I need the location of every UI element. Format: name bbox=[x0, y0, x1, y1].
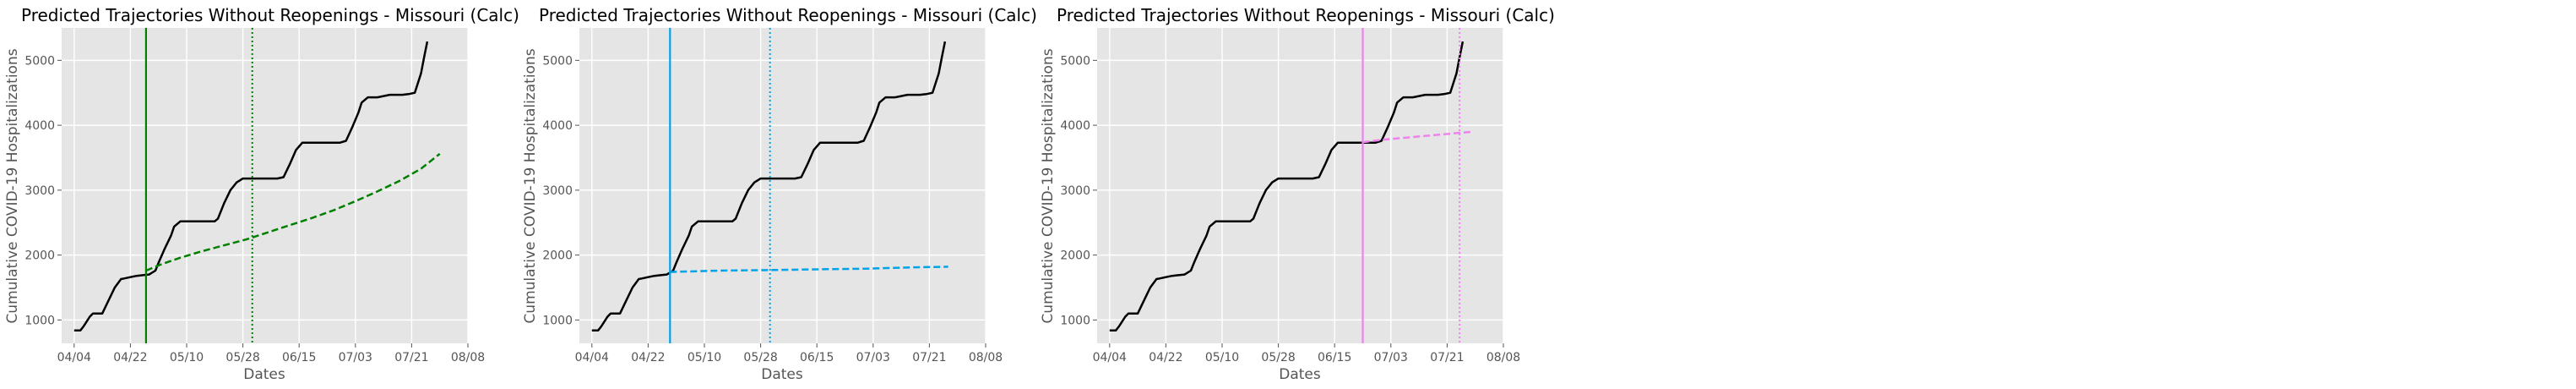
y-tick-label: 1000 bbox=[24, 314, 55, 327]
projection-line bbox=[145, 152, 441, 272]
chart-title: Predicted Trajectories Without Reopening… bbox=[1057, 5, 1555, 25]
y-tick-label: 5000 bbox=[24, 54, 55, 68]
plot-area: 04/04 04/22 05/10 05/28 06/15 07/03 07/21 08/08… bbox=[542, 28, 1003, 364]
y-axis-label: Cumulative COVID-19 Hospitalizations bbox=[1040, 48, 1057, 323]
y-tick-label: 3000 bbox=[1060, 184, 1090, 198]
y-tick-label: 1000 bbox=[542, 314, 573, 327]
x-tick-label: 04/22 bbox=[1149, 351, 1182, 364]
x-tick-label: 04/04 bbox=[575, 351, 609, 364]
x-tick-label: 06/15 bbox=[282, 351, 316, 364]
y-tick-label: 3000 bbox=[542, 184, 573, 198]
chart-panel-3: 04/04 04/22 05/10 05/28 06/15 07/03 07/21 08/08… bbox=[1040, 5, 1555, 383]
y-axis-label: Cumulative COVID-19 Hospitalizations bbox=[4, 48, 21, 323]
x-tick-label: 07/03 bbox=[1374, 351, 1408, 364]
y-tick-label: 4000 bbox=[542, 119, 573, 133]
observed-line bbox=[1109, 41, 1465, 331]
x-tick-label: 04/04 bbox=[57, 351, 91, 364]
projection-line bbox=[670, 266, 948, 273]
plot-background bbox=[579, 28, 986, 343]
x-tick-label: 05/28 bbox=[743, 351, 777, 364]
x-tick-label: 08/08 bbox=[969, 351, 1003, 364]
y-tick-label: 3000 bbox=[24, 184, 55, 198]
observed-line bbox=[73, 41, 429, 331]
x-tick-label: 07/21 bbox=[1430, 351, 1464, 364]
y-tick-label: 2000 bbox=[542, 249, 573, 263]
chart-title: Predicted Trajectories Without Reopening… bbox=[21, 5, 519, 25]
plot-background bbox=[1097, 28, 1503, 343]
x-tick-label: 04/22 bbox=[113, 351, 147, 364]
x-axis-label: Dates bbox=[1279, 366, 1321, 383]
x-tick-label: 04/22 bbox=[631, 351, 665, 364]
x-tick-label: 05/28 bbox=[226, 351, 259, 364]
x-tick-label: 05/10 bbox=[170, 351, 204, 364]
plot-area: 04/04 04/22 05/10 05/28 06/15 07/03 07/21 08/08… bbox=[1060, 28, 1520, 364]
x-tick-label: 07/21 bbox=[394, 351, 428, 364]
y-tick-label: 2000 bbox=[1060, 249, 1090, 263]
plot-area: 04/04 04/22 05/10 05/28 06/15 07/03 07/21 08/08… bbox=[24, 28, 485, 364]
x-axis-label: Dates bbox=[243, 366, 285, 383]
x-tick-label: 07/03 bbox=[856, 351, 890, 364]
observed-line bbox=[591, 41, 947, 331]
x-axis-label: Dates bbox=[761, 366, 803, 383]
chart-panel-2: 04/04 04/22 05/10 05/28 06/15 07/03 07/21 08/08… bbox=[522, 5, 1037, 383]
y-tick-label: 5000 bbox=[542, 54, 573, 68]
x-tick-label: 07/21 bbox=[912, 351, 946, 364]
chart-title: Predicted Trajectories Without Reopening… bbox=[539, 5, 1037, 25]
y-axis-label: Cumulative COVID-19 Hospitalizations bbox=[522, 48, 539, 323]
projection-line bbox=[1362, 130, 1473, 144]
y-tick-label: 4000 bbox=[24, 119, 55, 133]
x-tick-label: 06/15 bbox=[1318, 351, 1351, 364]
x-tick-label: 04/04 bbox=[1093, 351, 1127, 364]
y-tick-label: 1000 bbox=[1060, 314, 1090, 327]
x-tick-label: 05/10 bbox=[1205, 351, 1239, 364]
x-tick-label: 07/03 bbox=[339, 351, 372, 364]
x-tick-label: 05/10 bbox=[687, 351, 721, 364]
x-tick-label: 06/15 bbox=[800, 351, 834, 364]
y-tick-label: 5000 bbox=[1060, 54, 1090, 68]
y-tick-label: 2000 bbox=[24, 249, 55, 263]
x-tick-label: 08/08 bbox=[1486, 351, 1520, 364]
x-tick-label: 08/08 bbox=[451, 351, 485, 364]
y-tick-label: 4000 bbox=[1060, 119, 1090, 133]
plot-background bbox=[62, 28, 468, 343]
chart-panel-1: 04/04 04/22 05/10 05/28 06/15 07/03 07/21 08/08… bbox=[4, 5, 519, 383]
x-tick-label: 05/28 bbox=[1261, 351, 1295, 364]
